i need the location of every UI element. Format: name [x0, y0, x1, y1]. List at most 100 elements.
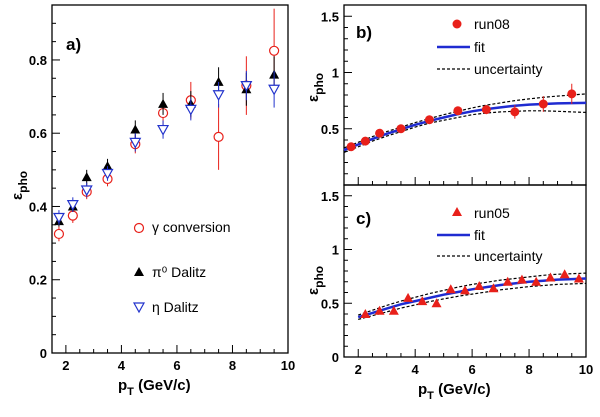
panel-b-frame	[343, 4, 587, 186]
panel-a-pi0-point	[130, 124, 141, 134]
panel-c-point	[516, 274, 527, 284]
legend-label-fit: fit	[474, 39, 485, 55]
panel-b-ytick-label: 1	[332, 66, 339, 81]
legend-label-fit: fit	[474, 227, 485, 243]
panel-c-point	[374, 305, 385, 315]
panel-c-point	[460, 285, 470, 295]
panel-b-axes: 0.5 1 1.5	[321, 4, 587, 186]
panel-b-legend: run08 fit uncertainty	[437, 16, 542, 77]
panel-c-point	[488, 283, 499, 293]
panel-a-pi0-point	[102, 161, 113, 171]
panel-a-ytick-label: 0	[40, 346, 47, 361]
legend-label-pi0-dalitz: π⁰ Dalitz	[152, 264, 206, 280]
legend-label-gamma-conversion: γ conversion	[152, 219, 231, 235]
panel-a-xlabel: pT (GeV/c)	[118, 377, 191, 398]
panel-c-tag: c)	[356, 209, 371, 228]
panel-c-ytick-label: 1.5	[321, 189, 339, 204]
panel-a-eta-point	[80, 185, 93, 197]
panel-a-ylabel: εpho	[9, 171, 30, 200]
panel-b-point	[360, 136, 370, 146]
panel-c-ylabel: εpho	[305, 266, 326, 295]
panel-a-ytick-label: 0.6	[29, 126, 47, 141]
panel-a-eta-point	[52, 212, 65, 224]
panel-b-point	[375, 128, 385, 138]
panel-b-ylabel: εpho	[305, 73, 326, 102]
panel-b-tag: b)	[356, 23, 372, 42]
legend-symbol-run08	[452, 19, 462, 29]
panel-b-point	[538, 99, 548, 109]
panel-c-legend: run05 fit uncertainty	[437, 205, 542, 264]
panel-a-eta-point	[268, 84, 281, 96]
panel-a-legend: γ conversion π⁰ Dalitz η Dalitz	[132, 219, 231, 315]
legend-symbol-gamma-conversion	[133, 222, 145, 234]
panel-c-ytick-label: 1	[332, 243, 339, 258]
panel-a-eta-series	[52, 70, 281, 225]
panel-a-pi0-point	[213, 76, 224, 86]
panel-b-point	[481, 105, 491, 115]
panel-a-ytick-label: 0.8	[29, 53, 47, 68]
panel-b-ytick-label: 0.5	[321, 122, 339, 137]
panel-b: b) run08 fit uncertainty εpho 0.5 1 1.5	[305, 4, 587, 186]
panel-c-point	[417, 296, 428, 306]
panel-b-point	[396, 124, 406, 134]
panel-a-eta-point	[240, 80, 253, 92]
panel-c-axes: 2 4 6 8 10 0 0.5 1 1.5	[321, 184, 593, 377]
panel-a-gamma-point	[269, 45, 280, 56]
panel-a-gamma-point	[53, 228, 65, 240]
legend-label-uncertainty: uncertainty	[474, 248, 542, 264]
panel-c-point	[388, 305, 399, 315]
panel-c-point	[559, 269, 570, 279]
panel-a-xtick-label: 6	[173, 358, 180, 373]
panel-b-uncertainty-upper	[343, 93, 587, 149]
panel-c-xtick-label: 6	[469, 362, 476, 377]
panel-c-point	[573, 273, 584, 283]
panel-a-tag: a)	[66, 35, 81, 54]
panel-c-ytick-label: 0	[332, 350, 339, 365]
panel-b-series	[346, 83, 577, 152]
legend-label-run08: run08	[474, 16, 510, 32]
panel-a-xtick-label: 8	[229, 358, 236, 373]
panel-b-point	[567, 89, 577, 99]
panel-a-eta-point	[157, 124, 170, 136]
panel-c-frame	[343, 184, 587, 358]
panel-c-xtick-label: 4	[412, 362, 420, 377]
legend-symbol-eta-dalitz	[132, 302, 146, 314]
panel-a-xtick-label: 2	[62, 358, 69, 373]
panel-a-eta-point	[66, 200, 79, 211]
panel-c-point	[360, 309, 371, 318]
legend-symbol-pi0-dalitz	[134, 267, 144, 276]
panel-a-pi0-point	[158, 98, 169, 108]
panel-a-frame	[51, 4, 289, 354]
panel-b-point	[346, 142, 356, 152]
panel-c: c) run05 fit uncertainty εpho pT (GeV/c)…	[305, 184, 593, 402]
panel-a-xtick-label: 4	[118, 358, 126, 373]
panel-c-point	[545, 272, 556, 282]
panel-a-gamma-point	[67, 210, 78, 221]
panel-c-xtick-label: 10	[579, 362, 593, 377]
panel-c-point	[431, 298, 442, 308]
panel-c-point	[403, 292, 414, 302]
panel-c-uncertainty-lower	[358, 282, 587, 320]
legend-label-eta-dalitz: η Dalitz	[152, 299, 199, 315]
panel-a-eta-point	[129, 137, 142, 149]
panel-a-eta-point	[184, 104, 197, 116]
legend-symbol-run05	[452, 207, 462, 216]
panel-c-point	[474, 281, 485, 291]
panel-c-point	[445, 284, 456, 294]
panel-a-eta-point	[212, 90, 225, 101]
panel-b-point	[424, 115, 434, 125]
legend-label-uncertainty: uncertainty	[474, 61, 542, 77]
panel-b-point	[510, 107, 520, 117]
panel-a-axes: 2 4 6 8 10 0 0.2 0.4 0.6 0.8	[29, 4, 295, 373]
panel-b-ytick-label: 1.5	[321, 9, 339, 24]
panel-c-point	[502, 276, 513, 286]
panel-c-series	[360, 269, 584, 318]
panel-c-xtick-label: 2	[355, 362, 362, 377]
panel-a-ytick-label: 0.4	[29, 199, 48, 214]
panel-b-uncertainty-lower	[343, 110, 587, 153]
panel-c-xtick-label: 8	[525, 362, 532, 377]
panel-a-eta-point	[101, 168, 114, 180]
panel-a-pi0-point	[81, 172, 92, 182]
panel-c-point	[531, 276, 542, 286]
